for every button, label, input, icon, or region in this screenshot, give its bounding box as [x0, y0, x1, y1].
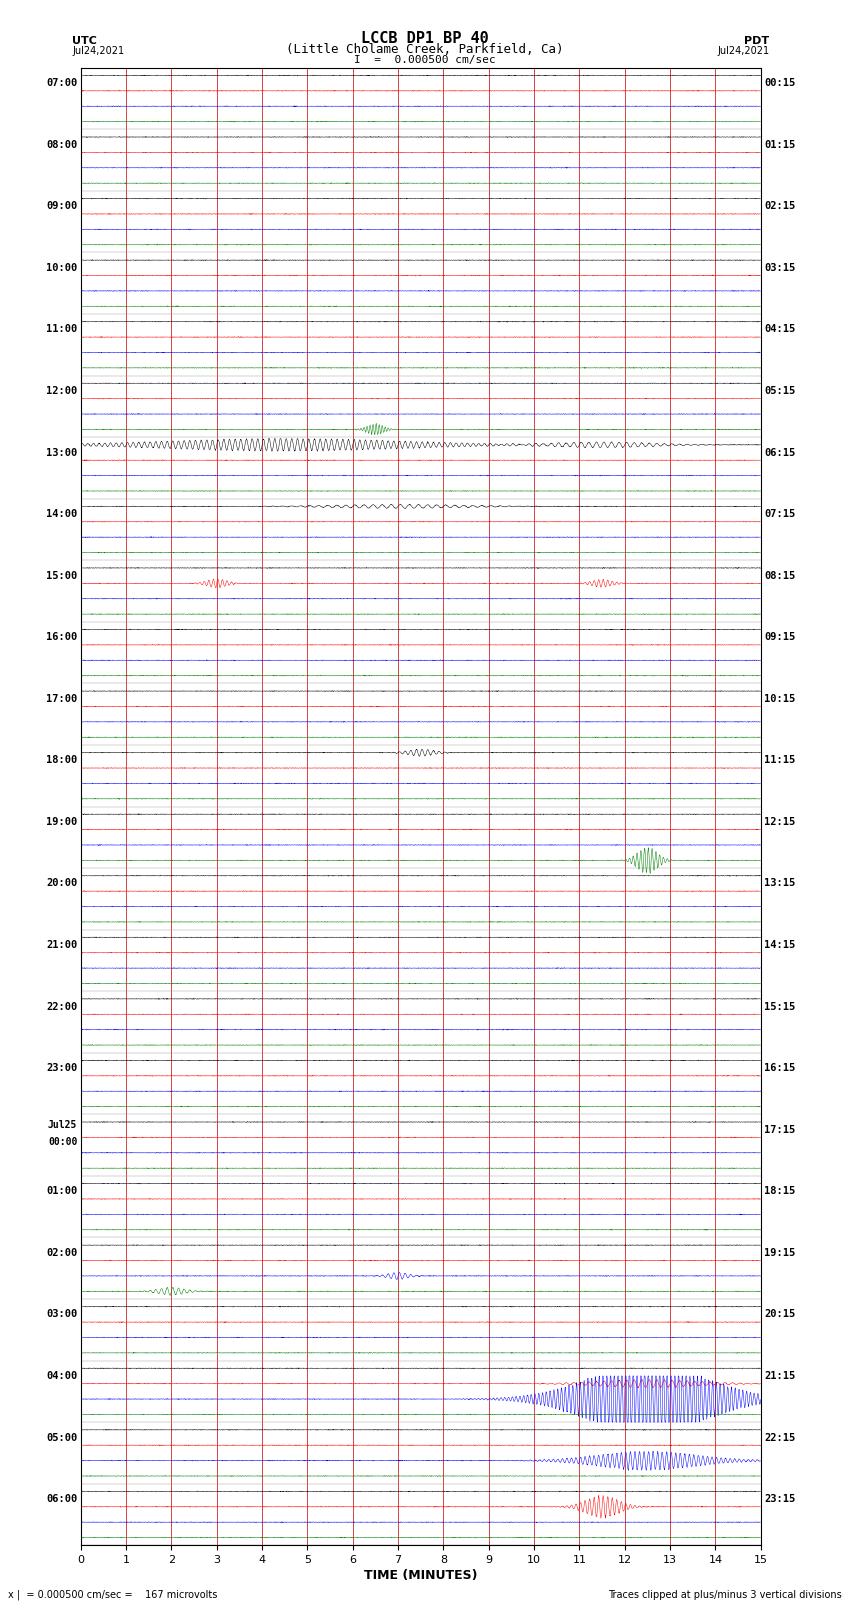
- Text: 01:15: 01:15: [764, 140, 796, 150]
- Text: 05:15: 05:15: [764, 386, 796, 395]
- Text: 10:00: 10:00: [46, 263, 77, 273]
- Text: 21:00: 21:00: [46, 940, 77, 950]
- Text: LCCB DP1 BP 40: LCCB DP1 BP 40: [361, 31, 489, 45]
- Text: 07:00: 07:00: [46, 77, 77, 89]
- Text: 21:15: 21:15: [764, 1371, 796, 1381]
- Text: 02:00: 02:00: [46, 1248, 77, 1258]
- Text: 19:00: 19:00: [46, 816, 77, 827]
- Text: 16:00: 16:00: [46, 632, 77, 642]
- Text: 11:15: 11:15: [764, 755, 796, 765]
- Text: 19:15: 19:15: [764, 1248, 796, 1258]
- Text: 16:15: 16:15: [764, 1063, 796, 1073]
- Text: 02:15: 02:15: [764, 202, 796, 211]
- Text: 20:15: 20:15: [764, 1310, 796, 1319]
- Text: 01:00: 01:00: [46, 1186, 77, 1197]
- Text: Jul25: Jul25: [48, 1119, 77, 1129]
- X-axis label: TIME (MINUTES): TIME (MINUTES): [364, 1569, 478, 1582]
- Text: 23:15: 23:15: [764, 1494, 796, 1503]
- Text: 03:00: 03:00: [46, 1310, 77, 1319]
- Text: 14:15: 14:15: [764, 940, 796, 950]
- Text: 07:15: 07:15: [764, 510, 796, 519]
- Text: I  =  0.000500 cm/sec: I = 0.000500 cm/sec: [354, 55, 496, 65]
- Text: 17:15: 17:15: [764, 1124, 796, 1134]
- Text: Jul24,2021: Jul24,2021: [72, 47, 124, 56]
- Text: 06:00: 06:00: [46, 1494, 77, 1503]
- Text: 03:15: 03:15: [764, 263, 796, 273]
- Text: 18:15: 18:15: [764, 1186, 796, 1197]
- Text: 17:00: 17:00: [46, 694, 77, 703]
- Text: 09:15: 09:15: [764, 632, 796, 642]
- Text: 23:00: 23:00: [46, 1063, 77, 1073]
- Text: 06:15: 06:15: [764, 447, 796, 458]
- Text: (Little Cholame Creek, Parkfield, Ca): (Little Cholame Creek, Parkfield, Ca): [286, 42, 564, 56]
- Text: 12:15: 12:15: [764, 816, 796, 827]
- Text: 00:00: 00:00: [48, 1137, 77, 1147]
- Text: 15:15: 15:15: [764, 1002, 796, 1011]
- Text: x |  = 0.000500 cm/sec =    167 microvolts: x | = 0.000500 cm/sec = 167 microvolts: [8, 1589, 218, 1600]
- Text: 08:15: 08:15: [764, 571, 796, 581]
- Text: 12:00: 12:00: [46, 386, 77, 395]
- Text: PDT: PDT: [744, 35, 769, 45]
- Text: 15:00: 15:00: [46, 571, 77, 581]
- Text: 11:00: 11:00: [46, 324, 77, 334]
- Text: 09:00: 09:00: [46, 202, 77, 211]
- Text: 18:00: 18:00: [46, 755, 77, 765]
- Text: 05:00: 05:00: [46, 1432, 77, 1442]
- Text: 00:15: 00:15: [764, 77, 796, 89]
- Text: 14:00: 14:00: [46, 510, 77, 519]
- Text: 20:00: 20:00: [46, 879, 77, 889]
- Text: 04:00: 04:00: [46, 1371, 77, 1381]
- Text: 22:15: 22:15: [764, 1432, 796, 1442]
- Text: 22:00: 22:00: [46, 1002, 77, 1011]
- Text: 13:15: 13:15: [764, 879, 796, 889]
- Text: Jul24,2021: Jul24,2021: [717, 47, 769, 56]
- Text: 13:00: 13:00: [46, 447, 77, 458]
- Text: Traces clipped at plus/minus 3 vertical divisions: Traces clipped at plus/minus 3 vertical …: [608, 1590, 842, 1600]
- Text: 08:00: 08:00: [46, 140, 77, 150]
- Text: UTC: UTC: [72, 35, 97, 45]
- Text: 10:15: 10:15: [764, 694, 796, 703]
- Text: 04:15: 04:15: [764, 324, 796, 334]
